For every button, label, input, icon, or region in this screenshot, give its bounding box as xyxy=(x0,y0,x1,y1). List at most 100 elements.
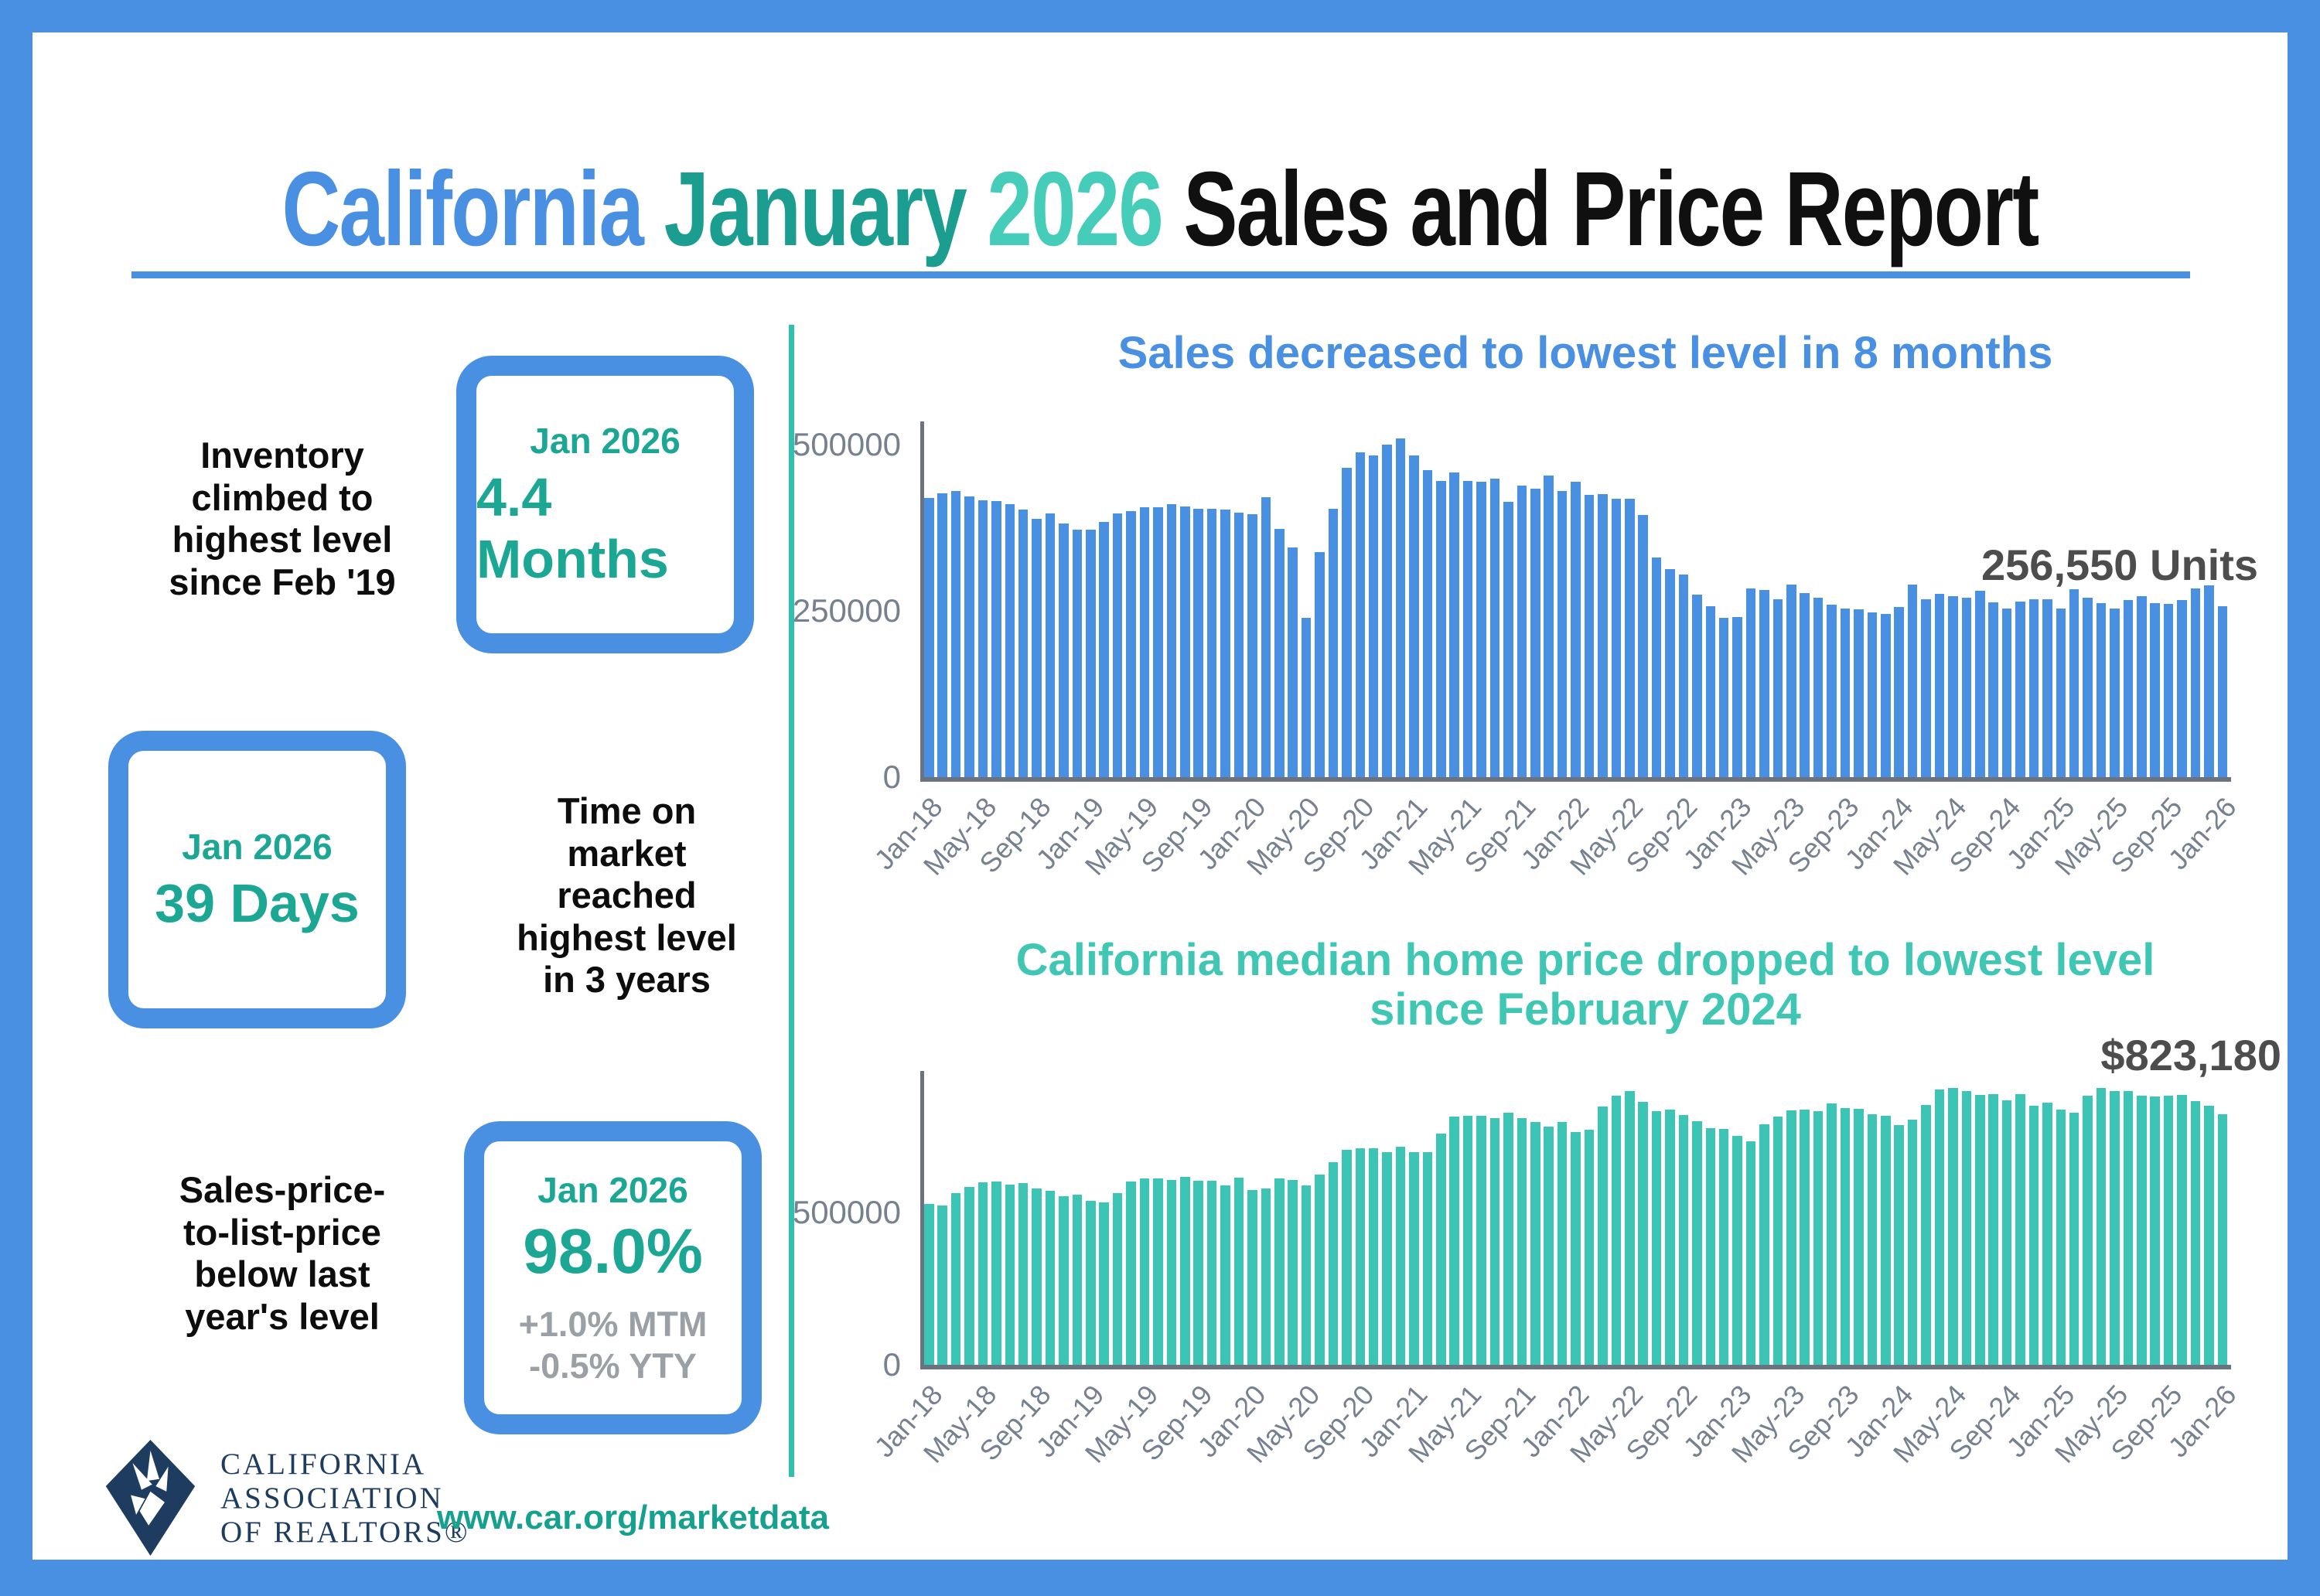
bar xyxy=(2069,588,2079,777)
bar xyxy=(1651,1110,1662,1365)
bar xyxy=(1072,530,1083,777)
bar xyxy=(1557,491,1568,777)
bar xyxy=(1355,1148,1366,1365)
bar xyxy=(1840,608,1851,777)
bar xyxy=(2110,1090,2120,1365)
bar xyxy=(1301,617,1312,777)
bar xyxy=(950,1192,961,1365)
bar xyxy=(1921,599,1931,777)
bar xyxy=(1288,1180,1298,1365)
bar xyxy=(924,497,934,777)
bar xyxy=(1274,529,1285,777)
bar xyxy=(1867,1114,1878,1365)
bar xyxy=(1624,498,1635,777)
bar xyxy=(1732,1136,1742,1365)
bar xyxy=(1678,574,1689,777)
bar xyxy=(1907,584,1918,777)
bar xyxy=(1732,616,1742,777)
bar xyxy=(2083,597,2093,777)
bar xyxy=(1517,486,1527,777)
bar xyxy=(1705,606,1716,777)
bar xyxy=(1827,605,1837,777)
bar xyxy=(2069,1112,2079,1365)
bar xyxy=(2123,600,2134,777)
bar xyxy=(1705,1128,1716,1365)
stat-inventory-period: Jan 2026 xyxy=(530,420,681,461)
bar xyxy=(991,501,1001,777)
bar xyxy=(1759,1124,1769,1365)
bar xyxy=(1961,1090,1972,1365)
sales-annotation: 256,550 Units xyxy=(1981,541,2258,589)
bar xyxy=(1638,1101,1648,1365)
bar xyxy=(1800,592,1810,777)
bar xyxy=(977,1182,988,1365)
bar xyxy=(1449,472,1460,777)
stat-time-on-market-period: Jan 2026 xyxy=(182,826,333,867)
bar xyxy=(1112,1192,1123,1365)
bar xyxy=(1786,1110,1796,1365)
bar xyxy=(1395,1146,1406,1365)
bar xyxy=(1624,1091,1635,1365)
bar xyxy=(1907,1119,1918,1365)
bar xyxy=(1436,480,1446,777)
bar xyxy=(964,496,974,777)
price-chart-title: California median home price dropped to … xyxy=(1015,935,2155,1035)
bar xyxy=(1462,481,1473,777)
stat-sale-to-list-box: Jan 2026 98.0% +1.0% MTM -0.5% YTY xyxy=(464,1121,762,1434)
bar xyxy=(937,493,947,777)
car-logo-icon xyxy=(105,1440,196,1556)
bar xyxy=(1745,588,1756,777)
bar xyxy=(2096,602,2107,777)
bar xyxy=(2042,1102,2052,1365)
bar xyxy=(1086,1201,1096,1365)
bar xyxy=(1611,498,1622,777)
bar xyxy=(2163,604,2174,777)
bar xyxy=(2015,602,2025,777)
bar xyxy=(2001,1100,2012,1365)
bar xyxy=(1288,547,1298,777)
bar xyxy=(1395,438,1406,777)
bar xyxy=(1948,1088,1958,1365)
title-year: 2026 xyxy=(987,149,1163,268)
bar xyxy=(1948,596,1958,777)
bar xyxy=(1718,1129,1729,1365)
bar xyxy=(1301,1185,1312,1365)
bar xyxy=(2177,1094,2187,1365)
bar xyxy=(2083,1095,2093,1365)
bar xyxy=(977,500,988,777)
sales-chart-title: Sales decreased to lowest level in 8 mon… xyxy=(1117,328,2053,378)
stat-inventory-value: 4.4 Months xyxy=(476,466,669,589)
bar xyxy=(2096,1087,2107,1365)
bar xyxy=(1881,614,1891,777)
bar xyxy=(1894,606,1904,777)
bar xyxy=(1382,1151,1392,1365)
bar xyxy=(1665,1109,1675,1365)
bar xyxy=(1571,1131,1581,1365)
bar xyxy=(1544,475,1554,777)
bar xyxy=(1611,1095,1622,1365)
bar xyxy=(1247,1189,1257,1365)
bar xyxy=(1045,513,1056,777)
stat-sale-to-list-value: 98.0% xyxy=(523,1216,703,1287)
footer-url-link[interactable]: www.car.org/marketdata xyxy=(437,1499,830,1536)
bar xyxy=(2028,598,2039,777)
bar xyxy=(1139,506,1150,777)
bar xyxy=(991,1181,1001,1365)
bar xyxy=(1961,597,1972,777)
bar xyxy=(1099,521,1110,777)
title-divider xyxy=(131,271,2190,278)
bar xyxy=(1530,1121,1540,1365)
bar xyxy=(2137,596,2147,777)
price-annotation: $823,180 xyxy=(2100,1031,2281,1079)
bar xyxy=(1368,455,1379,777)
bar xyxy=(1462,1115,1473,1365)
bar xyxy=(1005,1185,1015,1365)
bar xyxy=(1813,1111,1824,1365)
page-title: California January 2026 Sales and Price … xyxy=(162,148,2158,269)
bar xyxy=(1261,497,1271,777)
bar xyxy=(1166,1179,1177,1365)
bar xyxy=(1745,1141,1756,1365)
bar xyxy=(1059,523,1069,777)
bar xyxy=(2217,606,2228,777)
vertical-divider xyxy=(789,325,794,1477)
